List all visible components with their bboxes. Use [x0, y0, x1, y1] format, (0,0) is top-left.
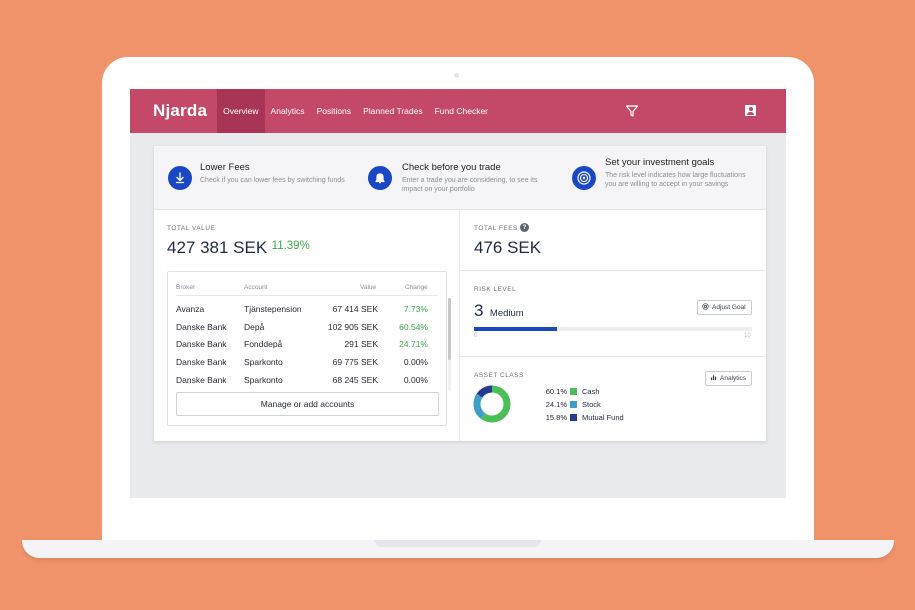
- risk-level-number: 3: [474, 301, 484, 320]
- analytics-label: Analytics: [720, 375, 747, 382]
- feature-title: Set your investment goals: [605, 157, 715, 168]
- table-row[interactable]: Danske Bank Depå 102 905 SEK 60.54%: [168, 322, 438, 340]
- asset-class-donut-chart: [473, 385, 511, 423]
- feature-description: Check if you can lower fees by switching…: [200, 177, 345, 184]
- donut-slice-stock: [473, 385, 511, 423]
- table-scrollbar-thumb[interactable]: [448, 298, 451, 360]
- column-header-value: Value: [360, 284, 377, 291]
- cell-account: Sparkonto: [244, 374, 283, 385]
- cell-broker: Danske Bank: [176, 339, 227, 350]
- legend-swatch: [570, 388, 577, 395]
- help-icon[interactable]: ?: [520, 223, 529, 232]
- total-fees-amount: 476 SEK: [474, 238, 542, 257]
- donut-slice-mutual-fund: [473, 385, 511, 423]
- risk-level-track: [474, 327, 752, 331]
- risk-level-value: 3 Medium: [474, 301, 524, 321]
- risk-level-fill: [474, 327, 558, 331]
- bell-icon: [368, 166, 392, 190]
- webcam-dot: [454, 73, 459, 78]
- cell-value: 68 245 SEK: [332, 374, 378, 385]
- legend-swatch: [570, 400, 577, 408]
- laptop-base: [22, 540, 894, 558]
- cell-account: Depå: [244, 321, 265, 332]
- download-arrow-icon: [168, 166, 192, 190]
- adjust-goal-button[interactable]: Adjust Goal: [697, 300, 752, 315]
- top-navbar: Njarda Overview Analytics Positions Plan…: [130, 89, 786, 133]
- cell-change: 24.71%: [399, 339, 428, 350]
- cell-broker: Danske Bank: [176, 357, 227, 368]
- feature-description: Enter a trade you are considering, to se…: [402, 177, 538, 193]
- laptop-notch: [375, 540, 541, 547]
- analytics-button[interactable]: Analytics: [705, 371, 753, 386]
- user-profile-icon[interactable]: [745, 105, 756, 116]
- fees-risk-panel: TOTAL FEES ? 476 SEK RISK LEVEL 3 Medium…: [460, 210, 766, 441]
- legend-percent: 24.1%: [545, 399, 567, 409]
- cell-value: 102 905 SEK: [327, 321, 378, 332]
- legend-label: Stock: [582, 399, 601, 409]
- feature-check-trade[interactable]: Check before you trade Enter a trade you…: [354, 146, 559, 210]
- target-icon: [702, 303, 709, 310]
- total-value-label: TOTAL VALUE: [167, 225, 216, 232]
- table-row[interactable]: Danske Bank Sparkonto 69 775 SEK 0.00%: [168, 357, 438, 375]
- nav-planned-trades[interactable]: Planned Trades: [363, 106, 423, 116]
- cell-broker: Danske Bank: [176, 374, 227, 385]
- legend-percent: 60.1%: [545, 387, 567, 396]
- cell-value: 291 SEK: [344, 339, 378, 350]
- cell-value: 67 414 SEK: [332, 304, 378, 314]
- overview-dashboard: Lower Fees Check if you can lower fees b…: [154, 146, 766, 441]
- adjust-goal-label: Adjust Goal: [712, 304, 746, 311]
- section-divider: [460, 356, 766, 357]
- cell-value: 69 775 SEK: [332, 357, 378, 368]
- risk-level-name: Medium: [489, 308, 524, 319]
- legend-label: Mutual Fund: [582, 412, 624, 422]
- nav-analytics[interactable]: Analytics: [270, 106, 305, 116]
- app-logo[interactable]: Njarda: [153, 101, 208, 120]
- risk-level-label: RISK LEVEL: [474, 286, 517, 293]
- total-value-amount: 427 381 SEK: [167, 238, 268, 257]
- accounts-table: Broker Account Value Change Avanza Tjänst…: [167, 271, 451, 426]
- feature-investment-goals[interactable]: Set your investment goals The risk level…: [559, 146, 766, 210]
- feature-lower-fees[interactable]: Lower Fees Check if you can lower fees b…: [154, 146, 354, 210]
- table-row[interactable]: Danske Bank Sparkonto 68 245 SEK 0.00%: [168, 375, 438, 393]
- column-header-account: Account: [244, 284, 268, 291]
- total-value-change: 11.39%: [271, 240, 310, 252]
- asset-class-label: ASSET CLASS: [474, 372, 524, 379]
- cell-change: 0.00%: [403, 374, 428, 385]
- nav-positions[interactable]: Positions: [316, 106, 352, 116]
- app-screen: Njarda Overview Analytics Positions Plan…: [130, 89, 786, 498]
- nav-overview[interactable]: Overview: [217, 89, 265, 133]
- risk-min-label: 0: [474, 333, 478, 339]
- section-divider: [460, 270, 766, 271]
- header-divider: [176, 295, 438, 296]
- manage-accounts-button[interactable]: Manage or add accounts: [176, 392, 439, 416]
- target-icon: [572, 166, 596, 190]
- column-header-change: Change: [405, 284, 428, 291]
- total-value-row: 427 381 SEK 11.39%: [167, 238, 310, 258]
- legend-swatch: [570, 413, 577, 421]
- total-fees-label: TOTAL FEES: [474, 225, 518, 232]
- cell-change: 0.00%: [403, 357, 428, 368]
- feature-bar: Lower Fees Check if you can lower fees b…: [154, 146, 766, 210]
- portfolio-value-panel: TOTAL VALUE 427 381 SEK 11.39% Broker Ac…: [154, 210, 460, 441]
- table-row[interactable]: Avanza Tjänstepension 67 414 SEK 7.73%: [168, 304, 438, 322]
- cell-account: Tjänstepension: [244, 304, 302, 314]
- legend-percent: 15.8%: [545, 412, 567, 422]
- filter-icon[interactable]: [625, 104, 639, 118]
- feature-title: Lower Fees: [200, 162, 250, 173]
- cell-broker: Avanza: [176, 304, 205, 314]
- cell-account: Fonddepå: [244, 339, 283, 350]
- cell-account: Sparkonto: [244, 357, 283, 368]
- cell-change: 60.54%: [399, 321, 428, 332]
- bar-chart-icon: [710, 375, 717, 381]
- feature-title: Check before you trade: [402, 162, 501, 173]
- cell-change: 7.73%: [403, 304, 428, 314]
- table-row[interactable]: Danske Bank Fonddepå 291 SEK 24.71%: [168, 339, 438, 357]
- legend-label: Cash: [582, 387, 600, 396]
- column-header-broker: Broker: [176, 284, 196, 291]
- risk-max-label: 10: [744, 333, 751, 339]
- nav-fund-checker[interactable]: Fund Checker: [434, 106, 488, 116]
- cell-broker: Danske Bank: [176, 321, 227, 332]
- feature-description: The risk level indicates how large fluct…: [605, 172, 746, 188]
